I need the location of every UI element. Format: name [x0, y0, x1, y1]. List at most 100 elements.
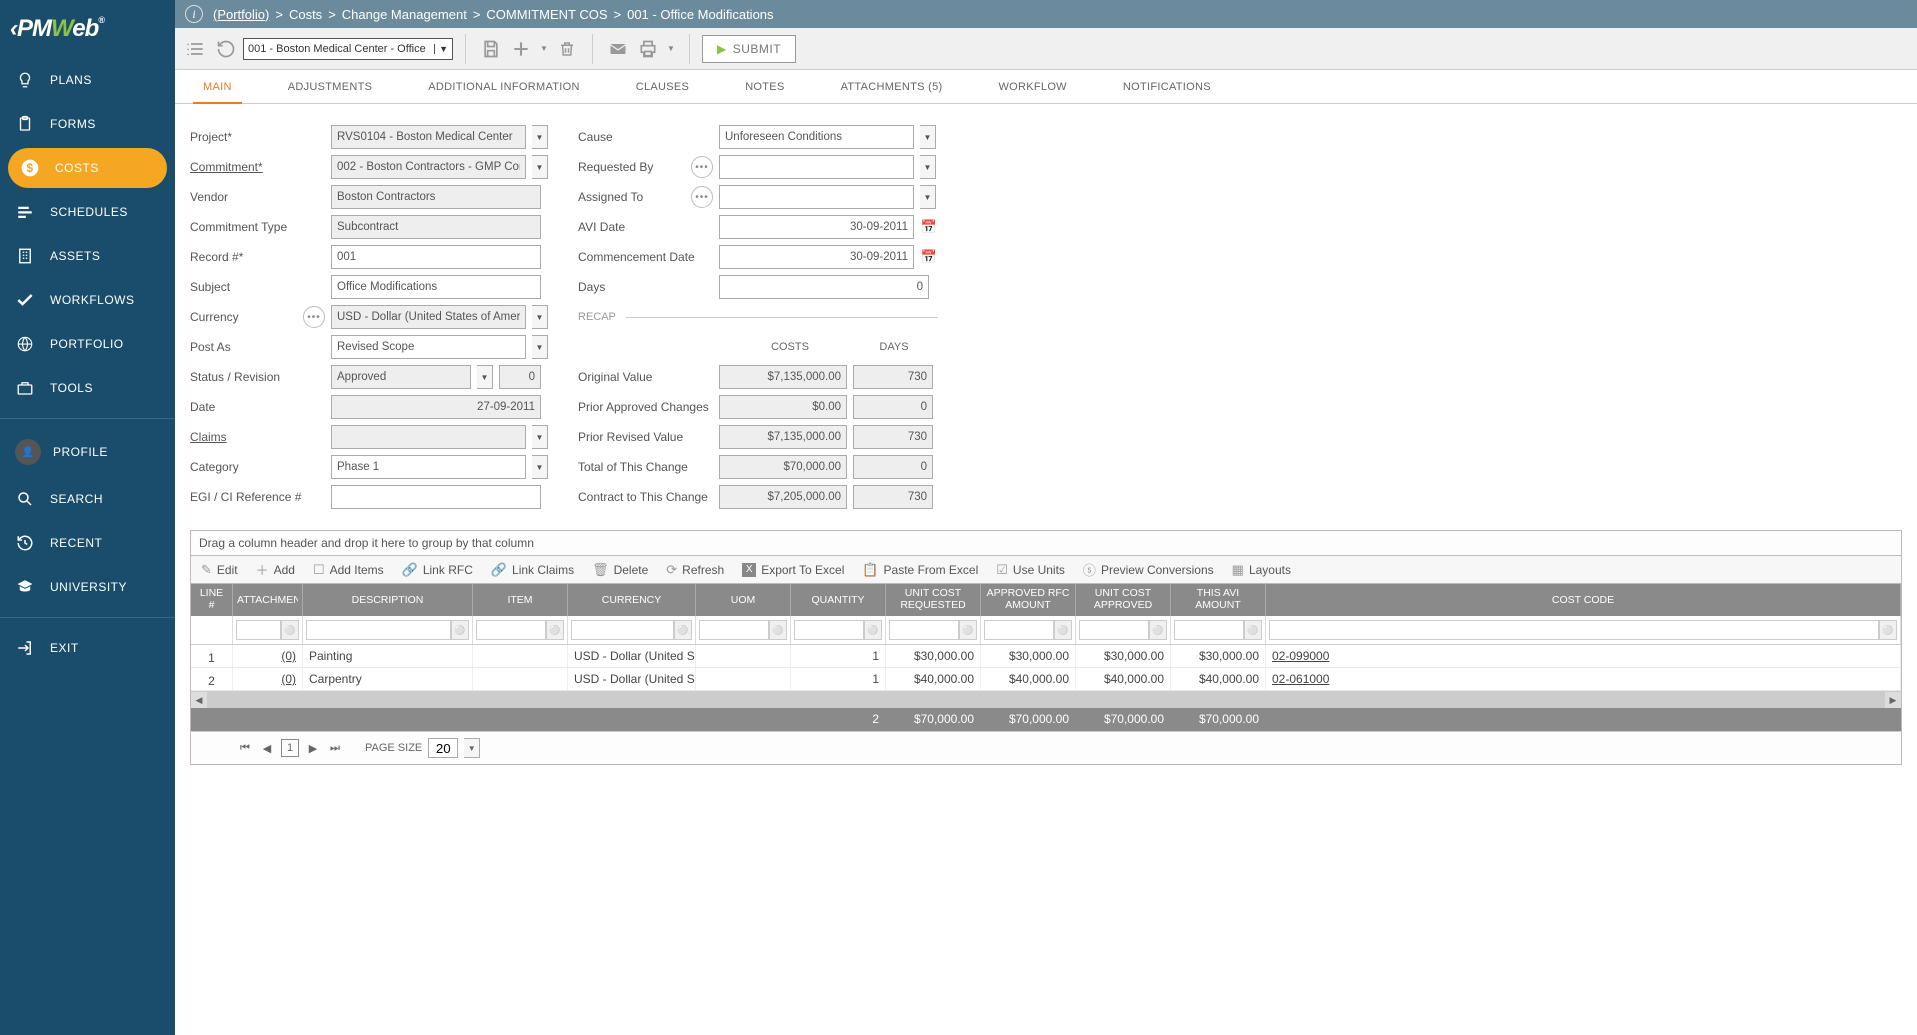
col-avi-amount[interactable]: THIS AVIAMOUNT [1171, 584, 1266, 616]
pager-prev-icon[interactable]: ◀ [259, 740, 275, 756]
calendar-icon[interactable]: 📅 [920, 245, 938, 269]
filter-icon[interactable]: ⚪ [546, 620, 564, 640]
nav-schedules[interactable]: SCHEDULES [0, 190, 175, 234]
filter-icon[interactable]: ⚪ [1149, 620, 1167, 640]
nav-forms[interactable]: FORMS [0, 102, 175, 146]
avi-date-field[interactable]: 30-09-2011 [719, 215, 914, 239]
col-unit-cost-approved[interactable]: UNIT COSTAPPROVED [1076, 584, 1171, 616]
filter-icon[interactable]: ⚪ [864, 620, 882, 640]
chevron-down-icon[interactable]: ▼ [532, 455, 548, 479]
list-icon[interactable] [183, 36, 209, 62]
more-icon[interactable]: ••• [691, 186, 713, 208]
grid-link-rfc-button[interactable]: 🔗Link RFC [402, 562, 473, 578]
requested-by-field[interactable] [719, 155, 914, 179]
pager-next-icon[interactable]: ▶ [305, 740, 321, 756]
nav-exit[interactable]: EXIT [0, 626, 175, 670]
chevron-down-icon[interactable]: ▼ [464, 738, 480, 758]
filter-arfc[interactable] [984, 620, 1054, 640]
date-field[interactable]: 27-09-2011 [331, 395, 541, 419]
filter-icon[interactable]: ⚪ [959, 620, 977, 640]
save-icon[interactable] [478, 36, 504, 62]
filter-icon[interactable]: ⚪ [674, 620, 692, 640]
col-description[interactable]: DESCRIPTION [303, 584, 473, 616]
chevron-down-icon[interactable]: ▼ [532, 125, 548, 149]
table-row[interactable]: 1 (0) Painting USD - Dollar (United Sta … [191, 645, 1901, 668]
breadcrumb-part[interactable]: Change Management [342, 7, 467, 22]
more-icon[interactable]: ••• [303, 306, 325, 328]
col-quantity[interactable]: QUANTITY [791, 584, 886, 616]
nav-profile[interactable]: 👤 PROFILE [0, 427, 175, 477]
grid-use-units-toggle[interactable]: ☑Use Units [996, 562, 1065, 578]
col-approved-rfc[interactable]: APPROVED RFCAMOUNT [981, 584, 1076, 616]
pager-first-icon[interactable]: ⏮ [237, 740, 253, 756]
chevron-down-icon[interactable]: ▼ [920, 125, 936, 149]
filter-avi[interactable] [1174, 620, 1244, 640]
project-field[interactable]: RVS0104 - Boston Medical Center [331, 125, 526, 149]
egi-field[interactable] [331, 485, 541, 509]
chevron-down-icon[interactable]: ▼ [538, 36, 550, 62]
grid-delete-button[interactable]: 🗑Delete [592, 562, 648, 578]
cell-cost-code[interactable]: 02-061000 [1266, 668, 1901, 690]
grid-link-claims-button[interactable]: 🔗Link Claims [491, 562, 574, 578]
chevron-down-icon[interactable]: ▼ [532, 425, 548, 449]
col-line[interactable]: LINE# [191, 584, 233, 616]
nav-search[interactable]: SEARCH [0, 477, 175, 521]
mail-icon[interactable] [605, 36, 631, 62]
tab-workflow[interactable]: WORKFLOW [970, 70, 1094, 103]
scroll-left-icon[interactable]: ◀ [191, 692, 207, 708]
filter-uca[interactable] [1079, 620, 1149, 640]
breadcrumb-portfolio[interactable]: (Portfolio) [213, 7, 269, 22]
add-icon[interactable] [508, 36, 534, 62]
grid-paste-button[interactable]: 📋Paste From Excel [862, 562, 978, 578]
tab-clauses[interactable]: CLAUSES [608, 70, 717, 103]
commitment-field[interactable]: 002 - Boston Contractors - GMP Contra [331, 155, 526, 179]
subject-field[interactable]: Office Modifications [331, 275, 541, 299]
grid-refresh-button[interactable]: ⟳Refresh [666, 562, 724, 578]
tab-notes[interactable]: NOTES [717, 70, 812, 103]
nav-assets[interactable]: ASSETS [0, 234, 175, 278]
record-field[interactable]: 001 [331, 245, 541, 269]
pager-last-icon[interactable]: ⏭ [327, 740, 343, 756]
days-field[interactable]: 0 [719, 275, 929, 299]
more-icon[interactable]: ••• [691, 156, 713, 178]
chevron-down-icon[interactable]: ▼ [532, 155, 548, 179]
col-attachments[interactable]: ATTACHMEN [233, 584, 303, 616]
chevron-down-icon[interactable]: ▼ [665, 36, 677, 62]
col-item[interactable]: ITEM [473, 584, 568, 616]
nav-plans[interactable]: PLANS [0, 58, 175, 102]
chevron-down-icon[interactable]: ▼ [532, 335, 548, 359]
filter-icon[interactable]: ⚪ [1054, 620, 1072, 640]
tab-adjustments[interactable]: ADJUSTMENTS [260, 70, 401, 103]
nav-costs[interactable]: $ COSTS [8, 148, 167, 188]
col-uom[interactable]: UOM [696, 584, 791, 616]
scroll-thumb[interactable] [207, 692, 1885, 708]
project-selector[interactable]: 001 - Boston Medical Center - Office ▼ [243, 38, 453, 60]
delete-icon[interactable] [554, 36, 580, 62]
filter-item[interactable] [476, 620, 546, 640]
nav-tools[interactable]: TOOLS [0, 366, 175, 410]
filter-icon[interactable]: ⚪ [1879, 620, 1897, 640]
filter-icon[interactable]: ⚪ [281, 620, 299, 640]
grid-add-items-button[interactable]: ☐Add Items [313, 562, 384, 578]
calendar-icon[interactable]: 📅 [920, 215, 938, 239]
nav-workflows[interactable]: WORKFLOWS [0, 278, 175, 322]
chevron-down-icon[interactable]: ▼ [477, 365, 493, 389]
cell-cost-code[interactable]: 02-099000 [1266, 645, 1901, 667]
nav-portfolio[interactable]: PORTFOLIO [0, 322, 175, 366]
info-icon[interactable]: i [185, 5, 203, 23]
filter-icon[interactable]: ⚪ [1244, 620, 1262, 640]
nav-university[interactable]: UNIVERSITY [0, 565, 175, 609]
filter-ucr[interactable] [889, 620, 959, 640]
chevron-down-icon[interactable]: ▼ [532, 305, 548, 329]
submit-button[interactable]: ▶ SUBMIT [702, 35, 796, 63]
cell-attachments[interactable]: (0) [233, 645, 303, 667]
filter-icon[interactable]: ⚪ [451, 620, 469, 640]
grid-scrollbar[interactable]: ◀ ▶ [191, 691, 1901, 707]
postas-field[interactable]: Revised Scope [331, 335, 526, 359]
currency-field[interactable]: USD - Dollar (United States of America) [331, 305, 526, 329]
tab-attachments[interactable]: ATTACHMENTS (5) [813, 70, 971, 103]
tab-main[interactable]: MAIN [175, 70, 260, 103]
scroll-right-icon[interactable]: ▶ [1885, 692, 1901, 708]
grid-add-button[interactable]: ＋Add [256, 560, 295, 579]
claims-field[interactable] [331, 425, 526, 449]
